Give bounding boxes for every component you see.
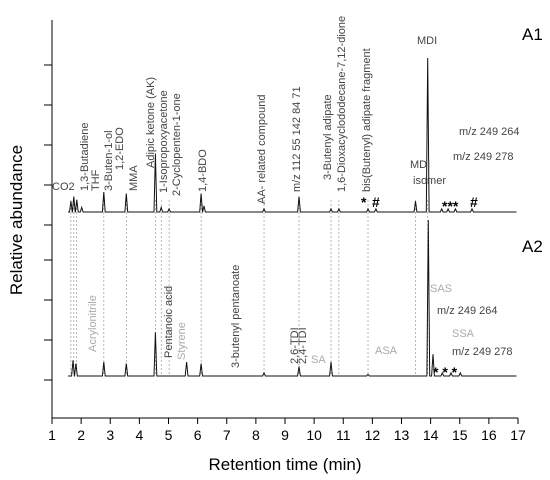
- peak-label: MDI: [417, 35, 437, 47]
- peak-label: m/z 249 278: [452, 346, 513, 358]
- traces: [68, 57, 517, 377]
- peak-label: Styrene: [176, 322, 188, 360]
- peak-label: 1,6-Dioxacyclododecane-7,12-dione: [336, 16, 348, 192]
- peak-label: 2,6-TDI: [289, 327, 301, 364]
- peak-label: CO2: [52, 181, 75, 193]
- peak-labels: CO2 1,3-Butadiene THF 3-Buten-1-ol 1,2-EDOMM…: [52, 16, 520, 380]
- x-ticks: 1 2 3 4 5 6 7 8 9 10 11 12 13 14 15 16 17: [48, 418, 526, 443]
- peak-label: m/z 249 264: [437, 305, 498, 317]
- x-tick-label: 3: [106, 427, 114, 443]
- x-tick-label: 2: [77, 427, 85, 443]
- peak-label: 1,4-BDO: [197, 149, 209, 192]
- peak-label: isomer: [413, 175, 446, 187]
- x-tick-label: 14: [423, 427, 439, 443]
- peak-label: Adipic ketone (AK): [145, 77, 157, 168]
- x-axis-title: Retention time (min): [208, 455, 361, 474]
- peak-marker-symbol: * * *: [433, 364, 458, 380]
- x-tick-label: 4: [135, 427, 143, 443]
- peak-label: 1-Isopropoxyacetone: [158, 90, 170, 193]
- x-tick-label: 17: [510, 427, 526, 443]
- x-tick-label: 10: [306, 427, 322, 443]
- peak-label: m/z 112 55 142 84 71: [291, 86, 303, 192]
- peak-label: m/z 249 264: [459, 126, 520, 138]
- peak-label: 2,4-TDI: [297, 327, 309, 364]
- peak-label: 1,2-EDO: [114, 127, 126, 170]
- peak-label: MMA: [128, 165, 140, 191]
- x-tick-label: 16: [481, 427, 497, 443]
- peak-marker-symbol: #: [372, 194, 380, 210]
- peak-label: 3-Butenyl adipate: [322, 94, 334, 180]
- peak-label: m/z 249 278: [453, 151, 514, 163]
- peak-label: bis(Butenyl) adipate fragment: [361, 48, 373, 192]
- peak-label: Pentanoic acid: [163, 286, 175, 358]
- trace-a1: [68, 57, 517, 213]
- x-tick-label: 15: [452, 427, 468, 443]
- x-tick-label: 12: [365, 427, 381, 443]
- panel-label-a1: A1: [522, 25, 543, 44]
- peak-label: 3-Buten-1-ol: [103, 130, 115, 191]
- panel-label-a2: A2: [522, 237, 543, 256]
- axes: [51, 20, 518, 419]
- peak-label: SSA: [452, 328, 475, 340]
- x-tick-label: 9: [281, 427, 289, 443]
- x-tick-label: 11: [336, 427, 351, 443]
- peak-label: SAS: [430, 283, 452, 295]
- x-tick-label: 13: [394, 427, 410, 443]
- peak-label: SA: [311, 354, 326, 366]
- y-axis-title: Relative abundance: [7, 145, 26, 295]
- peak-label: ASA: [375, 345, 398, 357]
- peak-label: MDI: [410, 159, 430, 171]
- x-tick-label: 7: [223, 427, 231, 443]
- peak-label: 3-butenyl pentanoate: [230, 265, 242, 368]
- x-tick-label: 6: [194, 427, 202, 443]
- trace-a2: [68, 219, 517, 377]
- peak-marker-symbol: *: [361, 194, 367, 210]
- peak-label: 2-Cyclopenten-1-one: [171, 93, 183, 196]
- reference-lines: [70, 200, 429, 376]
- peak-label: 1,3-Butadiene: [79, 123, 91, 192]
- peak-label: Acrylonitrile: [87, 295, 99, 352]
- x-tick-label: 5: [165, 427, 173, 443]
- peak-marker-symbol: ***: [442, 198, 459, 214]
- y-ticks: [44, 64, 52, 381]
- x-tick-label: 8: [252, 427, 260, 443]
- peak-label: THF: [90, 169, 102, 191]
- peak-label: AA- related compound: [256, 95, 268, 204]
- x-tick-label: 1: [48, 427, 56, 443]
- peak-marker-symbol: #: [470, 194, 478, 210]
